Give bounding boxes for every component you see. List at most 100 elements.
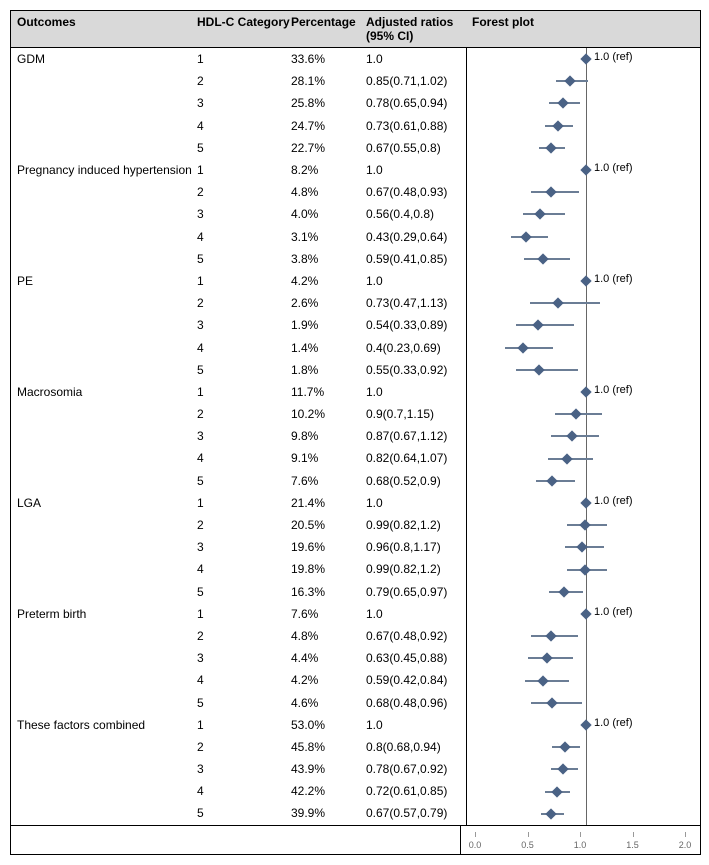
category-cell: 3 bbox=[197, 96, 291, 110]
category-cell: 1 bbox=[197, 163, 291, 177]
header-forest: Forest plot bbox=[466, 15, 700, 43]
point-marker bbox=[552, 120, 563, 131]
forest-row bbox=[467, 670, 705, 692]
category-cell: 2 bbox=[197, 74, 291, 88]
table-row: 516.3%0.79(0.65,0.97) bbox=[11, 581, 466, 603]
percentage-cell: 43.9% bbox=[291, 762, 366, 776]
percentage-cell: 9.8% bbox=[291, 429, 366, 443]
table-row: GDM133.6%1.0 bbox=[11, 48, 466, 70]
category-cell: 1 bbox=[197, 496, 291, 510]
adjusted-cell: 1.0 bbox=[366, 52, 466, 66]
adjusted-cell: 0.99(0.82,1.2) bbox=[366, 562, 466, 576]
table-body: GDM133.6%1.0228.1%0.85(0.71,1.02)325.8%0… bbox=[11, 48, 700, 825]
table-row: 228.1%0.85(0.71,1.02) bbox=[11, 70, 466, 92]
point-marker bbox=[534, 209, 545, 220]
adjusted-cell: 0.59(0.42,0.84) bbox=[366, 673, 466, 687]
percentage-cell: 2.6% bbox=[291, 296, 366, 310]
point-marker bbox=[580, 164, 591, 175]
forest-row bbox=[467, 337, 705, 359]
ref-label: 1.0 (ref) bbox=[594, 51, 633, 63]
percentage-cell: 3.8% bbox=[291, 252, 366, 266]
percentage-cell: 4.2% bbox=[291, 673, 366, 687]
forest-row bbox=[467, 203, 705, 225]
category-cell: 3 bbox=[197, 207, 291, 221]
category-cell: 5 bbox=[197, 252, 291, 266]
forest-row bbox=[467, 70, 705, 92]
adjusted-cell: 0.43(0.29,0.64) bbox=[366, 230, 466, 244]
adjusted-cell: 0.79(0.65,0.97) bbox=[366, 585, 466, 599]
percentage-cell: 19.8% bbox=[291, 562, 366, 576]
ref-label: 1.0 (ref) bbox=[594, 273, 633, 285]
point-marker bbox=[546, 142, 557, 153]
adjusted-cell: 0.67(0.48,0.92) bbox=[366, 629, 466, 643]
table-row: 31.9%0.54(0.33,0.89) bbox=[11, 314, 466, 336]
forest-row: 1.0 (ref) bbox=[467, 48, 705, 70]
axis-tick-label: 1.0 bbox=[574, 840, 587, 850]
axis-tick bbox=[475, 832, 476, 837]
point-marker bbox=[546, 631, 557, 642]
adjusted-cell: 0.59(0.41,0.85) bbox=[366, 252, 466, 266]
category-cell: 1 bbox=[197, 385, 291, 399]
adjusted-cell: 0.82(0.64,1.07) bbox=[366, 451, 466, 465]
table-row: 325.8%0.78(0.65,0.94) bbox=[11, 92, 466, 114]
forest-row bbox=[467, 470, 705, 492]
forest-row bbox=[467, 514, 705, 536]
category-cell: 3 bbox=[197, 651, 291, 665]
percentage-cell: 25.8% bbox=[291, 96, 366, 110]
point-marker bbox=[580, 497, 591, 508]
percentage-cell: 4.8% bbox=[291, 185, 366, 199]
table-row: 54.6%0.68(0.48,0.96) bbox=[11, 691, 466, 713]
percentage-cell: 9.1% bbox=[291, 451, 366, 465]
category-cell: 3 bbox=[197, 318, 291, 332]
percentage-cell: 1.9% bbox=[291, 318, 366, 332]
adjusted-cell: 1.0 bbox=[366, 607, 466, 621]
category-cell: 1 bbox=[197, 718, 291, 732]
axis-tick bbox=[580, 832, 581, 837]
ref-label: 1.0 (ref) bbox=[594, 162, 633, 174]
point-marker bbox=[537, 675, 548, 686]
forest-row bbox=[467, 359, 705, 381]
percentage-cell: 24.7% bbox=[291, 119, 366, 133]
ref-label: 1.0 (ref) bbox=[594, 717, 633, 729]
point-marker bbox=[565, 76, 576, 87]
forest-row bbox=[467, 536, 705, 558]
forest-row: 1.0 (ref) bbox=[467, 159, 705, 181]
ref-label: 1.0 (ref) bbox=[594, 384, 633, 396]
percentage-cell: 4.4% bbox=[291, 651, 366, 665]
adjusted-cell: 1.0 bbox=[366, 385, 466, 399]
category-cell: 1 bbox=[197, 52, 291, 66]
category-cell: 5 bbox=[197, 141, 291, 155]
header-hdlc: HDL-C Category bbox=[197, 15, 291, 43]
axis-band: 0.00.51.01.52.0 bbox=[11, 825, 700, 854]
adjusted-cell: 0.73(0.47,1.13) bbox=[366, 296, 466, 310]
category-cell: 4 bbox=[197, 230, 291, 244]
point-marker bbox=[579, 520, 590, 531]
point-marker bbox=[570, 409, 581, 420]
adjusted-cell: 0.56(0.4,0.8) bbox=[366, 207, 466, 221]
forest-row: 1.0 (ref) bbox=[467, 603, 705, 625]
outcome-cell: GDM bbox=[11, 52, 197, 66]
table-row: PE14.2%1.0 bbox=[11, 270, 466, 292]
category-cell: 5 bbox=[197, 585, 291, 599]
adjusted-cell: 0.63(0.45,0.88) bbox=[366, 651, 466, 665]
forest-row bbox=[467, 781, 705, 803]
axis-tick-label: 2.0 bbox=[679, 840, 692, 850]
category-cell: 5 bbox=[197, 696, 291, 710]
forest-row: 1.0 (ref) bbox=[467, 381, 705, 403]
percentage-cell: 21.4% bbox=[291, 496, 366, 510]
table-row: 210.2%0.9(0.7,1.15) bbox=[11, 403, 466, 425]
forest-row bbox=[467, 803, 705, 825]
category-cell: 1 bbox=[197, 274, 291, 288]
category-cell: 2 bbox=[197, 407, 291, 421]
forest-row bbox=[467, 292, 705, 314]
forest-row bbox=[467, 403, 705, 425]
outcome-cell: PE bbox=[11, 274, 197, 288]
point-marker bbox=[546, 187, 557, 198]
point-marker bbox=[532, 320, 543, 331]
axis-tick-label: 0.5 bbox=[521, 840, 534, 850]
forest-row bbox=[467, 625, 705, 647]
adjusted-cell: 0.96(0.8,1.17) bbox=[366, 540, 466, 554]
adjusted-cell: 0.4(0.23,0.69) bbox=[366, 341, 466, 355]
outcome-cell: Pregnancy induced hypertension bbox=[11, 163, 197, 177]
point-marker bbox=[541, 653, 552, 664]
